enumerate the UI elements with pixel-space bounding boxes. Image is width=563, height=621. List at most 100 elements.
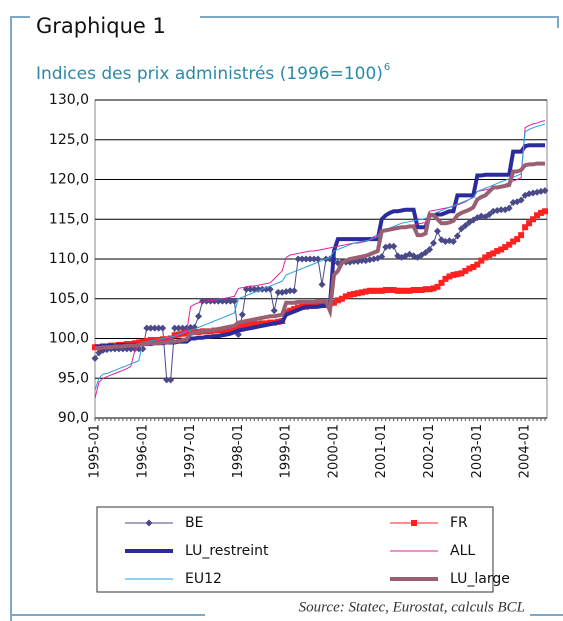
marker	[430, 239, 438, 247]
marker	[362, 288, 369, 295]
marker	[370, 287, 377, 294]
plot: 90,0 95,0 100,0 105,0 110,0 115,0 120,0 125,0 13…	[49, 92, 549, 478]
marker	[346, 291, 353, 298]
marker	[534, 212, 541, 219]
marker	[334, 297, 341, 304]
marker	[530, 216, 537, 223]
marker	[163, 376, 171, 384]
marker	[235, 323, 242, 330]
marker	[171, 324, 179, 332]
marker	[295, 304, 302, 311]
legend-label: FR	[450, 515, 468, 531]
marker	[259, 320, 266, 327]
marker	[386, 287, 393, 294]
heading: Graphique 1	[36, 14, 166, 38]
marker	[310, 255, 318, 263]
x-tick-label: 1999-01	[279, 424, 294, 478]
marker	[442, 275, 449, 282]
x-tick-label: 1998-01	[231, 424, 246, 478]
marker	[366, 287, 373, 294]
marker	[143, 324, 151, 332]
marker	[382, 287, 389, 294]
marker	[238, 311, 246, 319]
marker	[406, 250, 414, 258]
y-tick-label: 115,0	[49, 211, 89, 227]
marker	[378, 253, 386, 261]
marker	[378, 287, 385, 294]
title-note: 6	[384, 62, 390, 73]
marker	[434, 283, 441, 290]
marker	[230, 297, 238, 305]
marker	[262, 285, 270, 293]
marker	[155, 337, 162, 344]
marker	[498, 246, 505, 253]
marker	[398, 287, 405, 294]
marker	[526, 220, 533, 227]
marker	[542, 208, 549, 215]
legend-label: EU12	[185, 571, 222, 587]
marker	[538, 209, 545, 216]
marker	[147, 324, 155, 332]
marker	[171, 332, 178, 339]
y-tick-label: 110,0	[49, 251, 89, 267]
source: Source: Statec, Eurostat, calculs BCL	[299, 599, 525, 615]
marker	[433, 227, 441, 235]
marker	[497, 206, 505, 214]
marker	[210, 297, 218, 305]
marker	[298, 255, 306, 263]
marker	[505, 204, 513, 212]
marker	[374, 287, 381, 294]
marker	[342, 293, 349, 300]
marker	[438, 279, 445, 286]
marker	[266, 285, 274, 293]
marker	[514, 236, 521, 243]
marker	[490, 250, 497, 257]
marker	[247, 321, 254, 328]
y-tick-label: 95,0	[58, 370, 89, 386]
marker	[139, 338, 146, 345]
marker	[374, 254, 382, 262]
x-tick-label: 2000-01	[326, 424, 341, 478]
marker	[422, 286, 429, 293]
x-tick-label: 1997-01	[183, 424, 198, 478]
marker	[286, 287, 294, 295]
marker	[457, 225, 465, 233]
marker	[175, 324, 183, 332]
marker	[330, 299, 337, 306]
marker	[159, 324, 167, 332]
marker	[243, 321, 250, 328]
marker	[270, 307, 278, 315]
marker	[231, 325, 238, 332]
marker	[206, 297, 214, 305]
marker	[485, 210, 493, 218]
marker	[462, 267, 469, 274]
chart-title: Indices des prix administrés (1996=100)	[36, 64, 383, 84]
marker	[246, 285, 254, 293]
marker	[183, 329, 190, 336]
marker	[234, 331, 242, 339]
marker	[426, 286, 433, 293]
marker	[143, 337, 150, 344]
marker	[466, 265, 473, 272]
marker	[482, 254, 489, 261]
marker	[306, 255, 314, 263]
marker	[418, 287, 425, 294]
y-tick-label: 100,0	[49, 331, 89, 347]
marker	[510, 238, 517, 245]
marker	[426, 245, 434, 253]
x-tick-label: 2001-01	[374, 424, 389, 478]
x-tick-label: 2003-01	[470, 424, 485, 478]
marker	[251, 321, 258, 328]
marker	[274, 288, 282, 296]
legend-label: LU_large	[450, 571, 510, 587]
marker	[318, 280, 326, 288]
marker	[430, 285, 437, 292]
marker	[494, 248, 501, 255]
marker	[255, 321, 262, 328]
marker	[147, 337, 154, 344]
y-tick-label: 125,0	[49, 132, 89, 148]
marker	[506, 241, 513, 248]
marker	[223, 326, 230, 333]
